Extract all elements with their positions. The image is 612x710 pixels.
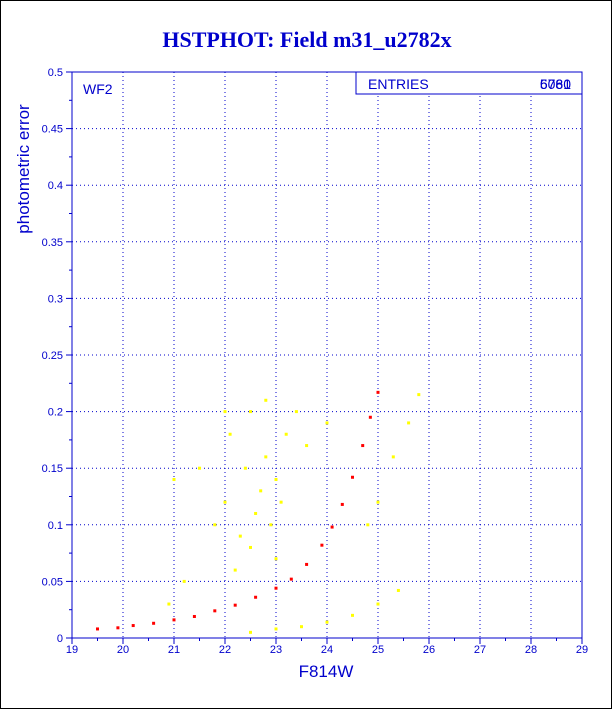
data-point <box>376 602 380 606</box>
stats-entries-label: ENTRIES <box>368 76 429 92</box>
data-point <box>284 432 288 436</box>
data-point <box>294 410 298 414</box>
data-point <box>274 557 278 561</box>
y-tick-label: 0.35 <box>42 237 63 249</box>
y-tick-label: 0.4 <box>48 180 63 192</box>
data-point <box>368 415 372 419</box>
data-point <box>198 466 201 470</box>
data-point <box>305 444 309 448</box>
data-point <box>376 500 380 504</box>
data-point <box>152 621 156 625</box>
data-point <box>223 410 227 414</box>
data-point <box>249 545 252 549</box>
data-points <box>96 390 421 634</box>
data-point <box>330 525 334 529</box>
x-tick-label: 26 <box>423 644 435 656</box>
y-tick-label: 0 <box>57 633 63 645</box>
data-point <box>131 624 135 628</box>
data-point <box>417 393 421 397</box>
data-point <box>233 568 237 572</box>
data-point <box>274 478 278 482</box>
data-point <box>320 543 324 547</box>
x-tick-label: 22 <box>219 644 231 656</box>
data-point <box>366 523 370 527</box>
data-point <box>172 618 176 622</box>
data-point <box>249 630 252 634</box>
x-tick-label: 20 <box>117 644 129 656</box>
y-tick-label: 0.5 <box>48 67 63 79</box>
data-point <box>182 579 186 583</box>
y-tick-label: 0.2 <box>48 407 63 419</box>
data-point <box>351 475 354 479</box>
grid-lines <box>72 72 582 638</box>
chart-title: HSTPHOT: Field m31_u2782x <box>162 27 451 52</box>
data-point <box>96 627 99 631</box>
data-point <box>213 523 217 527</box>
panel-label: WF2 <box>83 81 113 97</box>
data-point <box>289 577 293 581</box>
data-point <box>238 534 242 538</box>
data-point <box>249 410 252 414</box>
data-point <box>325 421 329 425</box>
data-point <box>396 588 400 592</box>
data-point <box>192 614 196 618</box>
x-tick-label: 23 <box>270 644 282 656</box>
y-tick-label: 0.05 <box>42 576 63 588</box>
data-point <box>279 500 283 504</box>
data-point <box>274 627 278 631</box>
data-point <box>172 478 176 482</box>
stats-box <box>355 71 583 95</box>
x-tick-label: 19 <box>66 644 78 656</box>
y-axis-label: photometric error <box>14 104 33 234</box>
data-point <box>325 620 329 624</box>
y-axis-ticks: 0 0.05 0.1 0.15 0.2 0.25 0.3 0.35 0.4 0.45 0.5 <box>42 67 72 645</box>
data-point <box>264 398 268 402</box>
stats-entries-value: 6081 <box>540 76 571 92</box>
data-point <box>254 595 258 599</box>
data-point <box>228 432 232 436</box>
data-point <box>300 625 303 629</box>
y-tick-label: 0.25 <box>42 350 63 362</box>
y-tick-label: 0.15 <box>42 463 63 475</box>
data-point <box>259 489 263 493</box>
data-point <box>269 523 273 527</box>
data-point <box>254 511 258 515</box>
data-point <box>391 455 395 459</box>
data-point <box>407 421 411 425</box>
data-point <box>274 586 278 590</box>
data-point <box>376 390 380 394</box>
stats-entries-value-overlap: 5760 <box>540 76 571 92</box>
data-point <box>361 444 365 448</box>
y-tick-label: 0.3 <box>48 293 63 305</box>
data-point <box>223 500 227 504</box>
data-point <box>264 455 268 459</box>
x-tick-label: 24 <box>321 644 333 656</box>
x-axis-label: F814W <box>299 662 354 681</box>
x-tick-label: 29 <box>576 644 588 656</box>
data-point <box>305 562 309 566</box>
data-point <box>116 626 120 630</box>
x-tick-label: 25 <box>372 644 384 656</box>
data-point <box>340 502 344 506</box>
data-point <box>213 609 217 613</box>
data-point <box>351 613 354 617</box>
x-tick-label: 27 <box>474 644 486 656</box>
x-axis-ticks: 19 20 21 22 23 24 25 26 27 28 29 <box>66 638 588 656</box>
data-point <box>233 603 237 607</box>
y-tick-label: 0.1 <box>48 520 63 532</box>
data-point <box>167 602 171 606</box>
data-point <box>243 466 247 470</box>
x-tick-label: 21 <box>168 644 180 656</box>
y-tick-label: 0.45 <box>42 124 63 136</box>
x-tick-label: 28 <box>525 644 537 656</box>
